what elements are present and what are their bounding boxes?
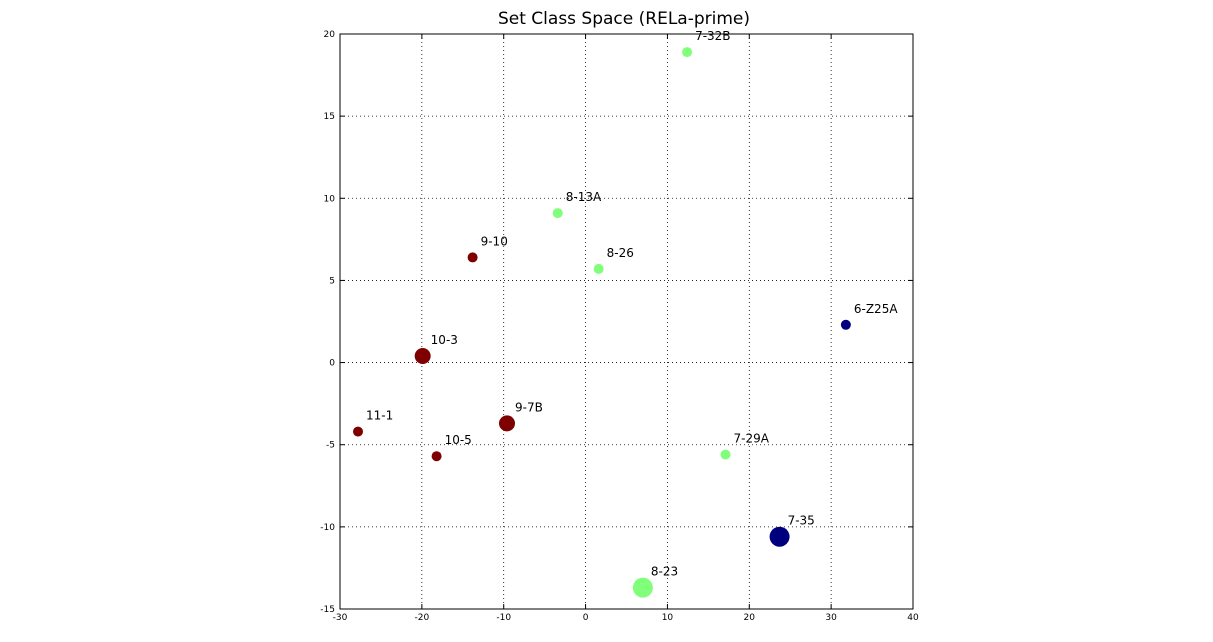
x-tick-label: 0 xyxy=(583,613,589,623)
data-point xyxy=(593,263,604,274)
y-tick-label: -15 xyxy=(320,605,335,615)
x-tick-label: 20 xyxy=(744,613,756,623)
axes-box xyxy=(339,33,914,610)
data-point xyxy=(353,426,364,437)
grid-lines xyxy=(339,33,914,610)
data-point xyxy=(467,252,478,263)
axis-ticks: -30 -20 -10 0 10 20 30 40 -15 -10 -5 0 5 10 15 20 xyxy=(320,30,919,623)
y-tick-label: -10 xyxy=(320,523,335,533)
y-tick-label: 20 xyxy=(324,30,336,40)
point-label: 11-1 xyxy=(366,409,393,423)
point-label: 8-26 xyxy=(607,246,634,260)
point-label: 9-7B xyxy=(515,400,543,414)
data-point xyxy=(632,577,653,598)
point-label: 7-29A xyxy=(734,432,770,446)
data-point xyxy=(498,415,515,432)
y-tick-label: 0 xyxy=(329,359,335,369)
x-tick-label: -30 xyxy=(333,613,348,623)
y-tick-label: 5 xyxy=(329,276,335,286)
y-tick-label: 15 xyxy=(324,112,335,122)
data-point xyxy=(682,47,693,58)
y-tick-label: -5 xyxy=(326,441,335,451)
y-tick-label: 10 xyxy=(324,194,336,204)
x-tick-label: -20 xyxy=(415,613,430,623)
point-label: 6-Z25A xyxy=(854,302,898,316)
data-point xyxy=(720,449,731,460)
point-label: 8-13A xyxy=(566,190,602,204)
x-tick-label: -10 xyxy=(496,613,511,623)
point-label: 9-10 xyxy=(481,234,508,248)
point-label: 10-5 xyxy=(445,433,472,447)
data-point xyxy=(769,526,790,547)
data-point xyxy=(840,319,851,330)
chart-title: Set Class Space (RELa-prime) xyxy=(498,9,750,29)
point-label: 10-3 xyxy=(431,333,458,347)
point-label: 7-32B xyxy=(695,29,730,43)
x-tick-label: 40 xyxy=(907,613,919,623)
data-point xyxy=(552,208,563,219)
data-point xyxy=(431,451,442,462)
point-label: 7-35 xyxy=(788,514,815,528)
data-point xyxy=(414,348,431,364)
x-tick-label: 10 xyxy=(662,613,674,623)
x-tick-label: 30 xyxy=(825,613,837,623)
data-points: 7-32B 8-13A 9-10 8-26 6-Z25A 10-3 11-1 9-7B 10-5… xyxy=(353,29,898,598)
point-label: 8-23 xyxy=(651,565,678,579)
